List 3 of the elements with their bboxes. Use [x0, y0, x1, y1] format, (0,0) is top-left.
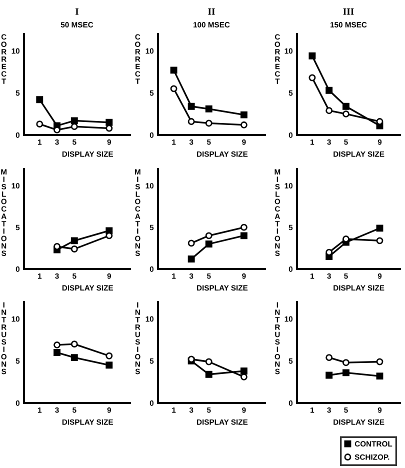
chart-title: II [208, 8, 215, 15]
chart-title: I [75, 8, 79, 15]
chart-title: III [343, 8, 354, 15]
